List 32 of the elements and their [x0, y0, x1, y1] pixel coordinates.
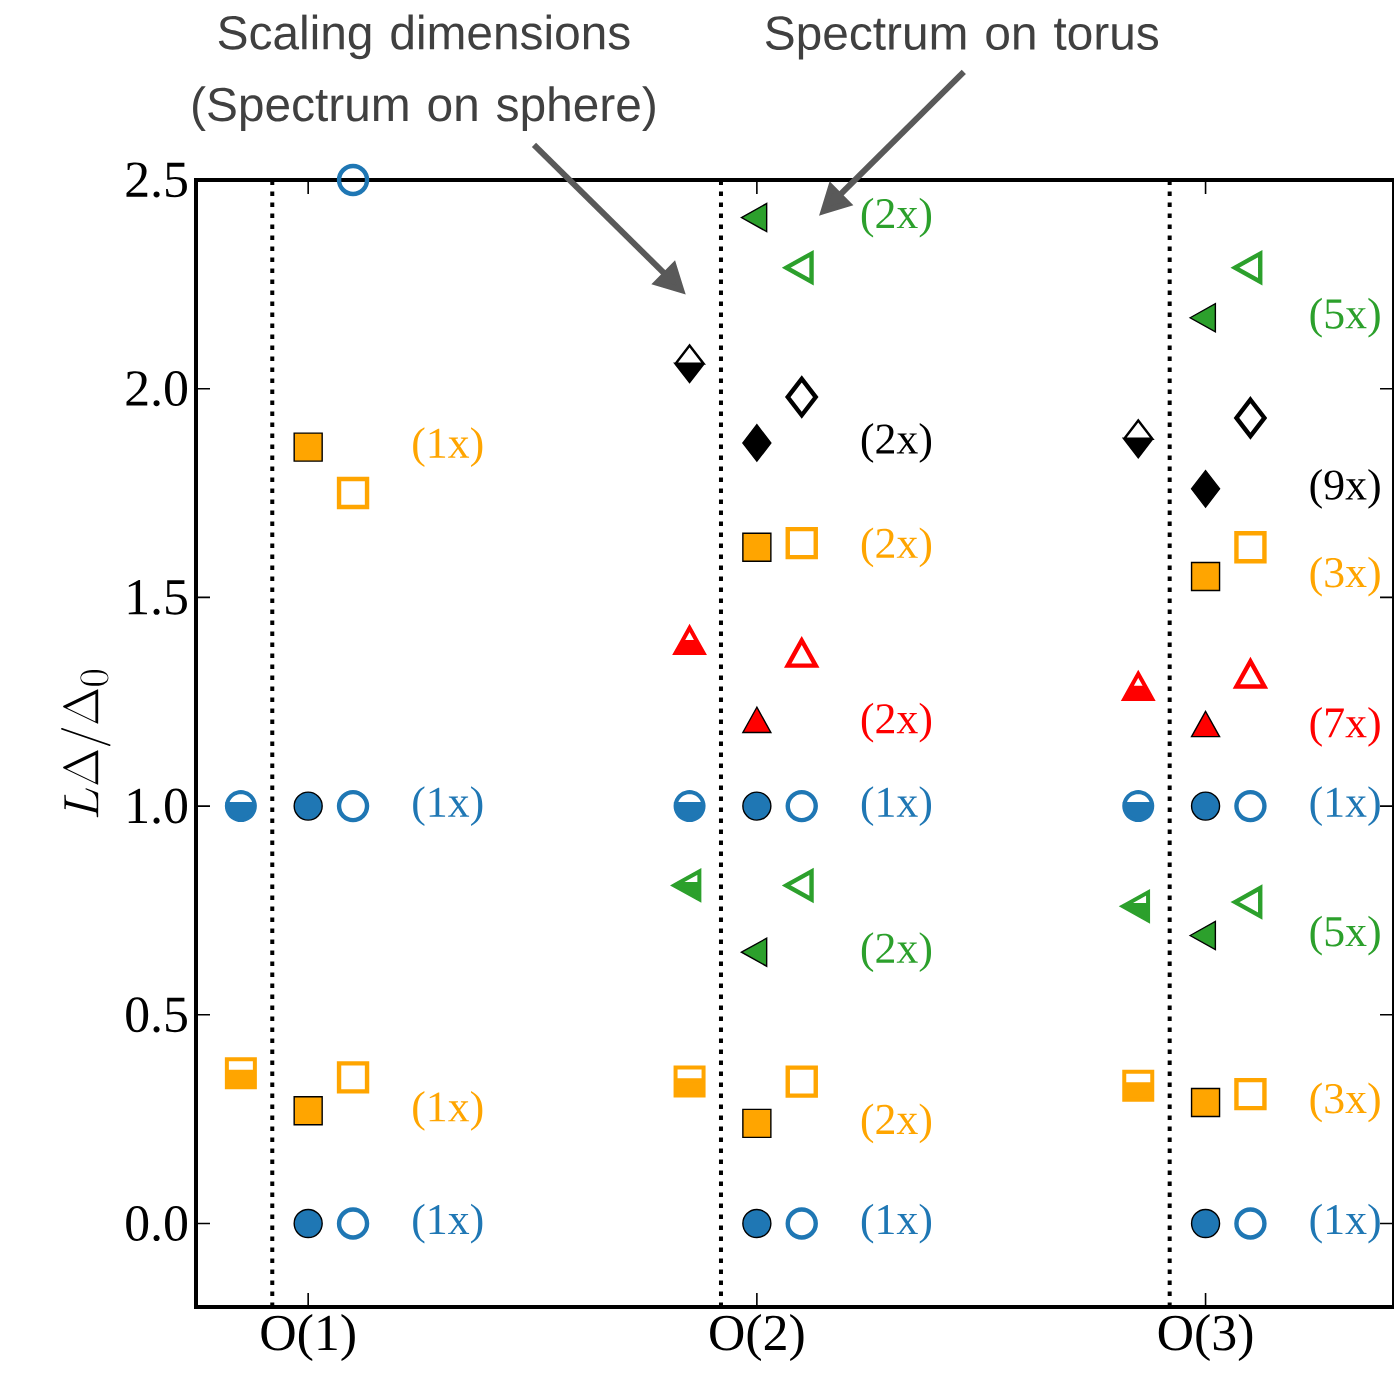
annotation: (9x): [1310, 469, 1380, 509]
annotation: (1x): [413, 1203, 483, 1244]
annotation: (1x): [861, 786, 932, 826]
annotation: (1x): [413, 786, 483, 826]
annotation: (1x): [1310, 786, 1380, 826]
y-tick-label: 2.0: [126, 371, 187, 407]
annotation: (2x): [861, 702, 932, 743]
y-tick-label: 1.0: [128, 788, 187, 824]
y-axis-title: $L\Delta/\Delta_0$: [61, 669, 111, 818]
y-tick-label: 1.5: [128, 579, 187, 615]
annotation: (2x): [861, 1103, 932, 1144]
annotation: (1x): [1310, 1203, 1380, 1244]
annotation: (5x): [1310, 297, 1380, 338]
y-tick-label: 0.0: [126, 1205, 187, 1242]
annotation: (1x): [413, 1090, 483, 1131]
annotation: (1x): [861, 1203, 932, 1244]
text: Scaling dimensions (Spectrum on sphere): [193, 14, 655, 131]
annotation: (3x): [1310, 556, 1380, 597]
annotation: (2x): [861, 423, 932, 463]
y-tick-label: 2.5: [126, 162, 187, 198]
text: Spectrum on torus: [765, 16, 1159, 60]
annotation: (2x): [861, 932, 932, 973]
annotation: (2x): [861, 197, 932, 238]
x-tick-label: O(1): [261, 1314, 355, 1362]
annotation: (5x): [1310, 915, 1380, 956]
annotation: (2x): [861, 527, 932, 568]
annotation: (1x): [413, 427, 483, 468]
annotation: (7x): [1310, 706, 1380, 747]
y-tick-label: 0.5: [126, 997, 187, 1033]
annotation: (3x): [1310, 1082, 1380, 1123]
x-tick-label: O(2): [710, 1314, 804, 1362]
x-tick-label: O(3): [1158, 1314, 1253, 1362]
